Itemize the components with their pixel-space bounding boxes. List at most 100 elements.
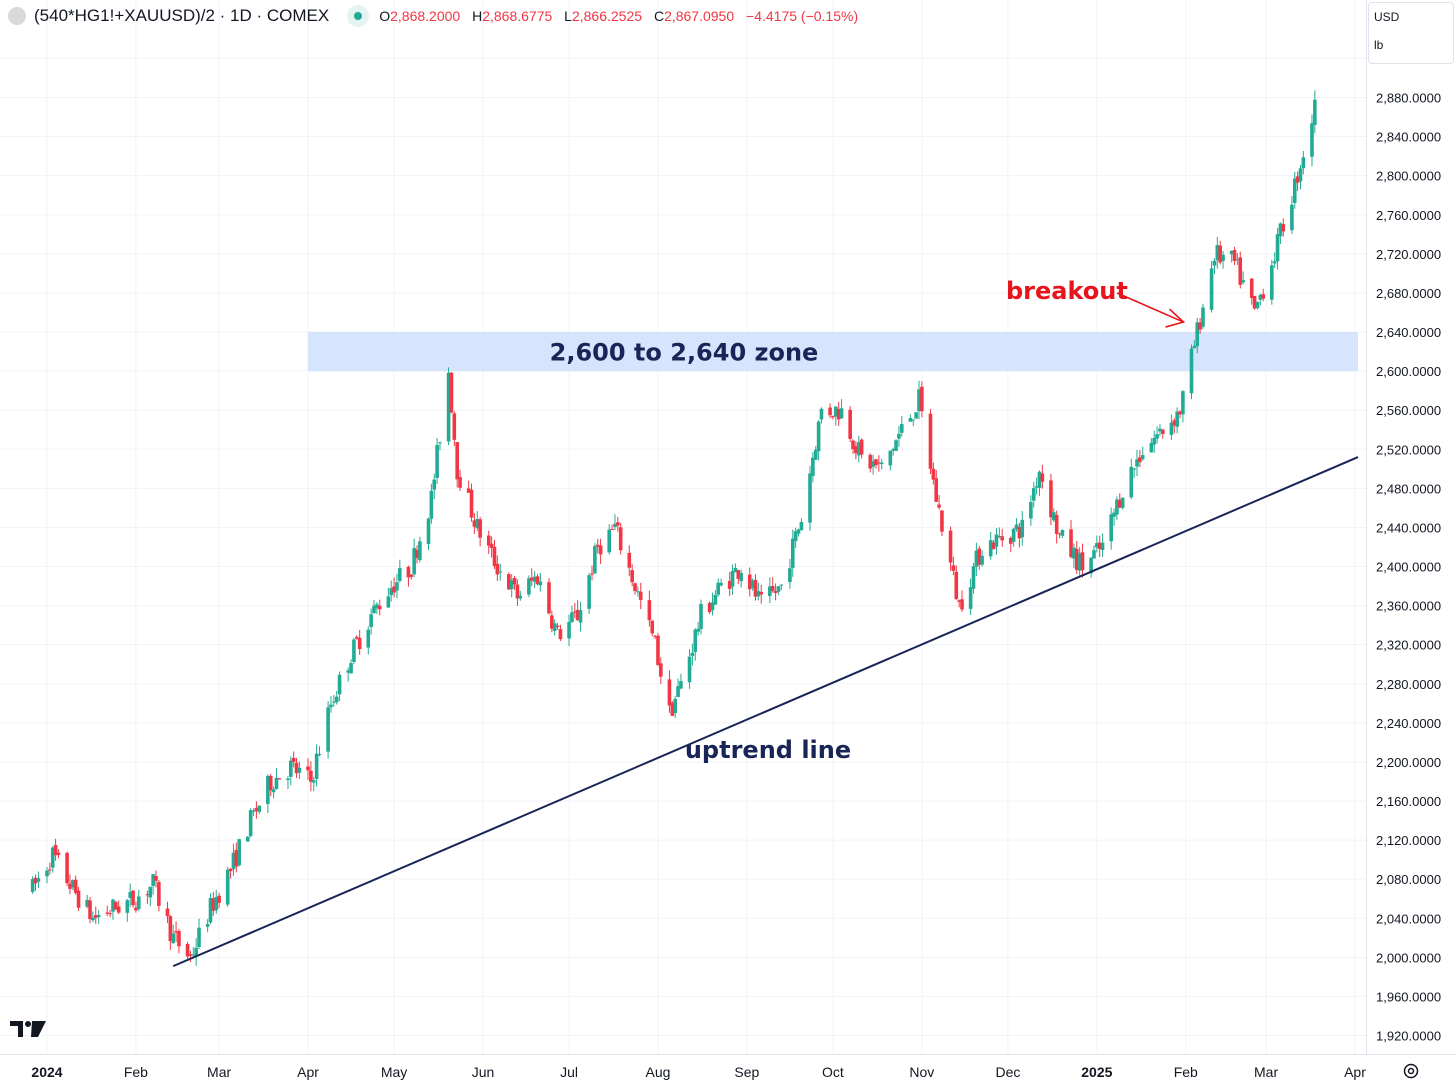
price-tick-label: 2,120.0000: [1376, 833, 1441, 848]
candle: [851, 439, 855, 455]
candle: [1249, 277, 1254, 305]
candle: [1229, 250, 1234, 263]
candle: [736, 569, 741, 584]
candle: [856, 435, 861, 463]
candle: [469, 483, 474, 522]
candle: [125, 898, 130, 922]
candle: [458, 469, 462, 491]
tradingview-logo-icon[interactable]: [10, 1018, 48, 1040]
candle: [429, 483, 434, 524]
candle: [739, 569, 743, 588]
unit-label[interactable]: lb: [1374, 38, 1384, 52]
market-status-icon[interactable]: [347, 5, 370, 27]
candle: [1261, 288, 1266, 302]
candle: [1034, 477, 1039, 495]
candle: [756, 582, 761, 601]
candle: [452, 411, 457, 447]
candle: [667, 670, 672, 713]
candle: [375, 602, 379, 615]
candle: [920, 381, 924, 418]
price-tick-label: 2,040.0000: [1376, 911, 1441, 926]
candle: [1000, 528, 1004, 547]
candle: [136, 889, 141, 912]
candle: [710, 592, 715, 616]
candle: [76, 886, 81, 912]
currency-label[interactable]: USD: [1374, 10, 1400, 24]
candle: [977, 545, 982, 570]
candle: [1175, 407, 1179, 434]
settings-gear-icon[interactable]: [1402, 1062, 1420, 1080]
candle: [352, 637, 356, 665]
candle: [492, 539, 497, 570]
candle: [808, 465, 812, 531]
candle: [633, 582, 637, 595]
symbol-title[interactable]: (540*HG1!+XAUUSD)/2 · 1D · COMEX: [34, 6, 330, 25]
candle: [495, 555, 500, 581]
candle: [157, 880, 161, 912]
candle: [93, 906, 98, 925]
candle: [248, 808, 253, 838]
time-tick-label: 2025: [1081, 1064, 1112, 1080]
candle: [567, 614, 571, 647]
candle: [251, 808, 256, 817]
candle: [747, 567, 752, 597]
candle: [50, 846, 55, 873]
candle: [334, 690, 339, 705]
time-tick-label: Apr: [297, 1064, 319, 1080]
candle: [48, 862, 52, 875]
candle: [816, 419, 821, 461]
candle: [349, 659, 353, 674]
candle: [547, 578, 551, 615]
candle: [656, 633, 660, 667]
candle: [85, 894, 89, 909]
candle: [145, 890, 150, 904]
candle: [286, 776, 290, 790]
candle: [1037, 470, 1042, 497]
candle: [1011, 527, 1016, 547]
price-tick-label: 2,720.0000: [1376, 247, 1441, 262]
breakout-label: breakout: [1006, 277, 1128, 305]
candle: [799, 518, 804, 531]
candle: [879, 458, 884, 470]
candle: [894, 439, 898, 452]
candle: [796, 528, 801, 537]
candle: [426, 517, 431, 551]
price-tick-label: 2,360.0000: [1376, 599, 1441, 614]
candle: [45, 866, 49, 884]
candle: [1092, 545, 1096, 559]
candle: [854, 441, 858, 460]
price-tick-label: 2,840.0000: [1376, 130, 1441, 145]
candle: [538, 572, 543, 592]
candle: [1031, 481, 1036, 508]
candle: [30, 876, 35, 894]
price-tick-label: 2,240.0000: [1376, 716, 1441, 731]
candle: [217, 892, 221, 909]
candle: [1181, 390, 1185, 423]
symbol-logo[interactable]: [8, 7, 26, 25]
candle: [590, 565, 594, 581]
candle: [1089, 557, 1093, 578]
candle: [750, 578, 755, 591]
price-tick-label: 2,400.0000: [1376, 560, 1441, 575]
candle: [828, 403, 832, 419]
candle: [598, 538, 603, 564]
candle: [128, 883, 132, 907]
candle: [917, 380, 921, 420]
candle: [134, 901, 138, 913]
ohlc-values: O2,868.2000 H2,868.6775 L2,866.2525 C2,8…: [379, 8, 866, 24]
candle: [888, 450, 893, 471]
candle: [928, 409, 933, 474]
currency-unit-selector[interactable]: USD lb: [1368, 2, 1454, 64]
candle: [1054, 510, 1059, 544]
candle: [455, 442, 459, 488]
candle: [877, 455, 881, 472]
candle: [687, 649, 692, 689]
time-tick-label: Jul: [560, 1064, 578, 1080]
price-axis[interactable]: 1,920.0000 1,960.0000 2,000.0000 2,040.0000…: [1376, 91, 1441, 1044]
price-tick-label: 2,000.0000: [1376, 950, 1441, 965]
candle: [518, 590, 523, 601]
candle: [848, 406, 852, 443]
time-axis[interactable]: 2024 Feb Mar Apr May Jun Jul Aug Sep Oct Nov Dec 202…: [31, 1064, 1366, 1080]
candle: [911, 419, 916, 427]
